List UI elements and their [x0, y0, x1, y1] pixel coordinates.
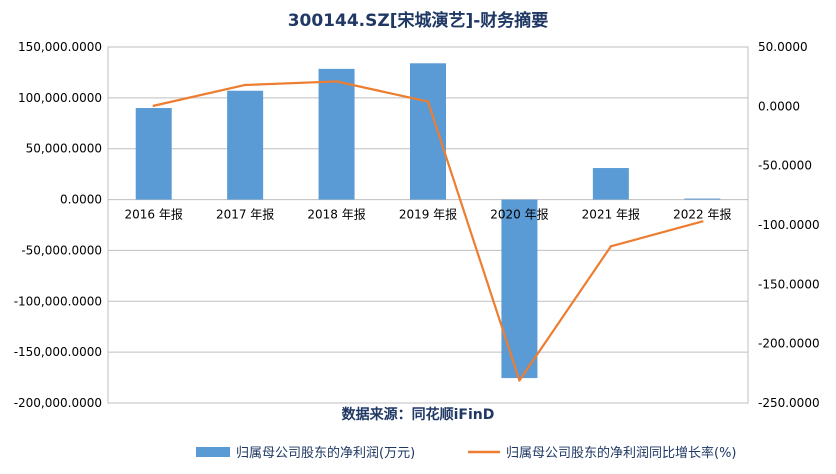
bar: [135, 108, 172, 200]
y-left-tick-label: -150,000.0000: [14, 345, 102, 359]
bar: [410, 63, 446, 200]
y-left-tick-label: -100,000.0000: [14, 294, 102, 308]
y-left-tick-label: 0.0000: [60, 193, 102, 207]
line-point: [609, 245, 613, 248]
x-tick-label: 2021 年报: [582, 207, 640, 222]
line-point: [426, 100, 430, 103]
grid-lines: [107, 46, 749, 404]
y-right-tick-label: 50.0000: [758, 40, 808, 54]
line-point: [701, 220, 704, 223]
y-left-tick-label: 100,000.0000: [18, 91, 102, 105]
y-left-tick-label: -200,000.0000: [14, 396, 102, 410]
x-tick-label: 2018 年报: [307, 207, 365, 222]
legend-swatch-bar: [196, 447, 230, 457]
chart-title: 300144.SZ[宋城演艺]-财务摘要: [288, 10, 549, 31]
bar: [501, 199, 538, 379]
legend-label-line: 归属母公司股东的净利润同比增长率(%): [506, 445, 737, 461]
x-tick-label: 2019 年报: [399, 207, 457, 222]
y-right-tick-label: -200.0000: [758, 337, 820, 351]
y-right-tick-label: -50.0000: [758, 159, 812, 173]
y-right-tick-label: -150.0000: [758, 277, 820, 291]
y-left-tick-label: -50,000.0000: [21, 243, 102, 257]
bar: [318, 68, 355, 200]
bar-series: [135, 63, 721, 379]
y-left-tick-label: 50,000.0000: [26, 142, 102, 156]
line-point: [152, 104, 155, 107]
y-right-tick-label: 0.0000: [758, 99, 800, 113]
bar: [592, 168, 629, 200]
source-label: 数据来源：同花顺iFinD: [342, 406, 495, 423]
line-point: [243, 83, 247, 87]
bar: [227, 90, 264, 200]
y-right-axis: 50.0000 0.0000 -50.0000 -100.0000 -150.0000 -…: [758, 40, 820, 410]
line-series: [152, 80, 704, 382]
y-right-tick-label: -250.0000: [758, 396, 820, 410]
y-right-tick-label: -100.0000: [758, 218, 820, 232]
legend: 归属母公司股东的净利润(万元) 归属母公司股东的净利润同比增长率(%): [196, 445, 737, 461]
y-left-tick-label: 150,000.0000: [18, 40, 102, 54]
x-axis: 2016 年报 2017 年报 2018 年报 2019 年报 2020 年报 2021 …: [125, 207, 732, 222]
x-tick-label: 2022 年报: [673, 207, 731, 222]
x-tick-label: 2020 年报: [490, 207, 548, 222]
x-tick-label: 2016 年报: [125, 207, 183, 222]
bar: [684, 198, 721, 200]
y-left-axis: 150,000.0000 100,000.0000 50,000.0000 0.000…: [14, 40, 102, 410]
line-point: [518, 379, 521, 382]
line-point: [335, 80, 338, 83]
x-tick-label: 2017 年报: [216, 207, 274, 222]
legend-label-bar: 归属母公司股东的净利润(万元): [236, 445, 415, 461]
